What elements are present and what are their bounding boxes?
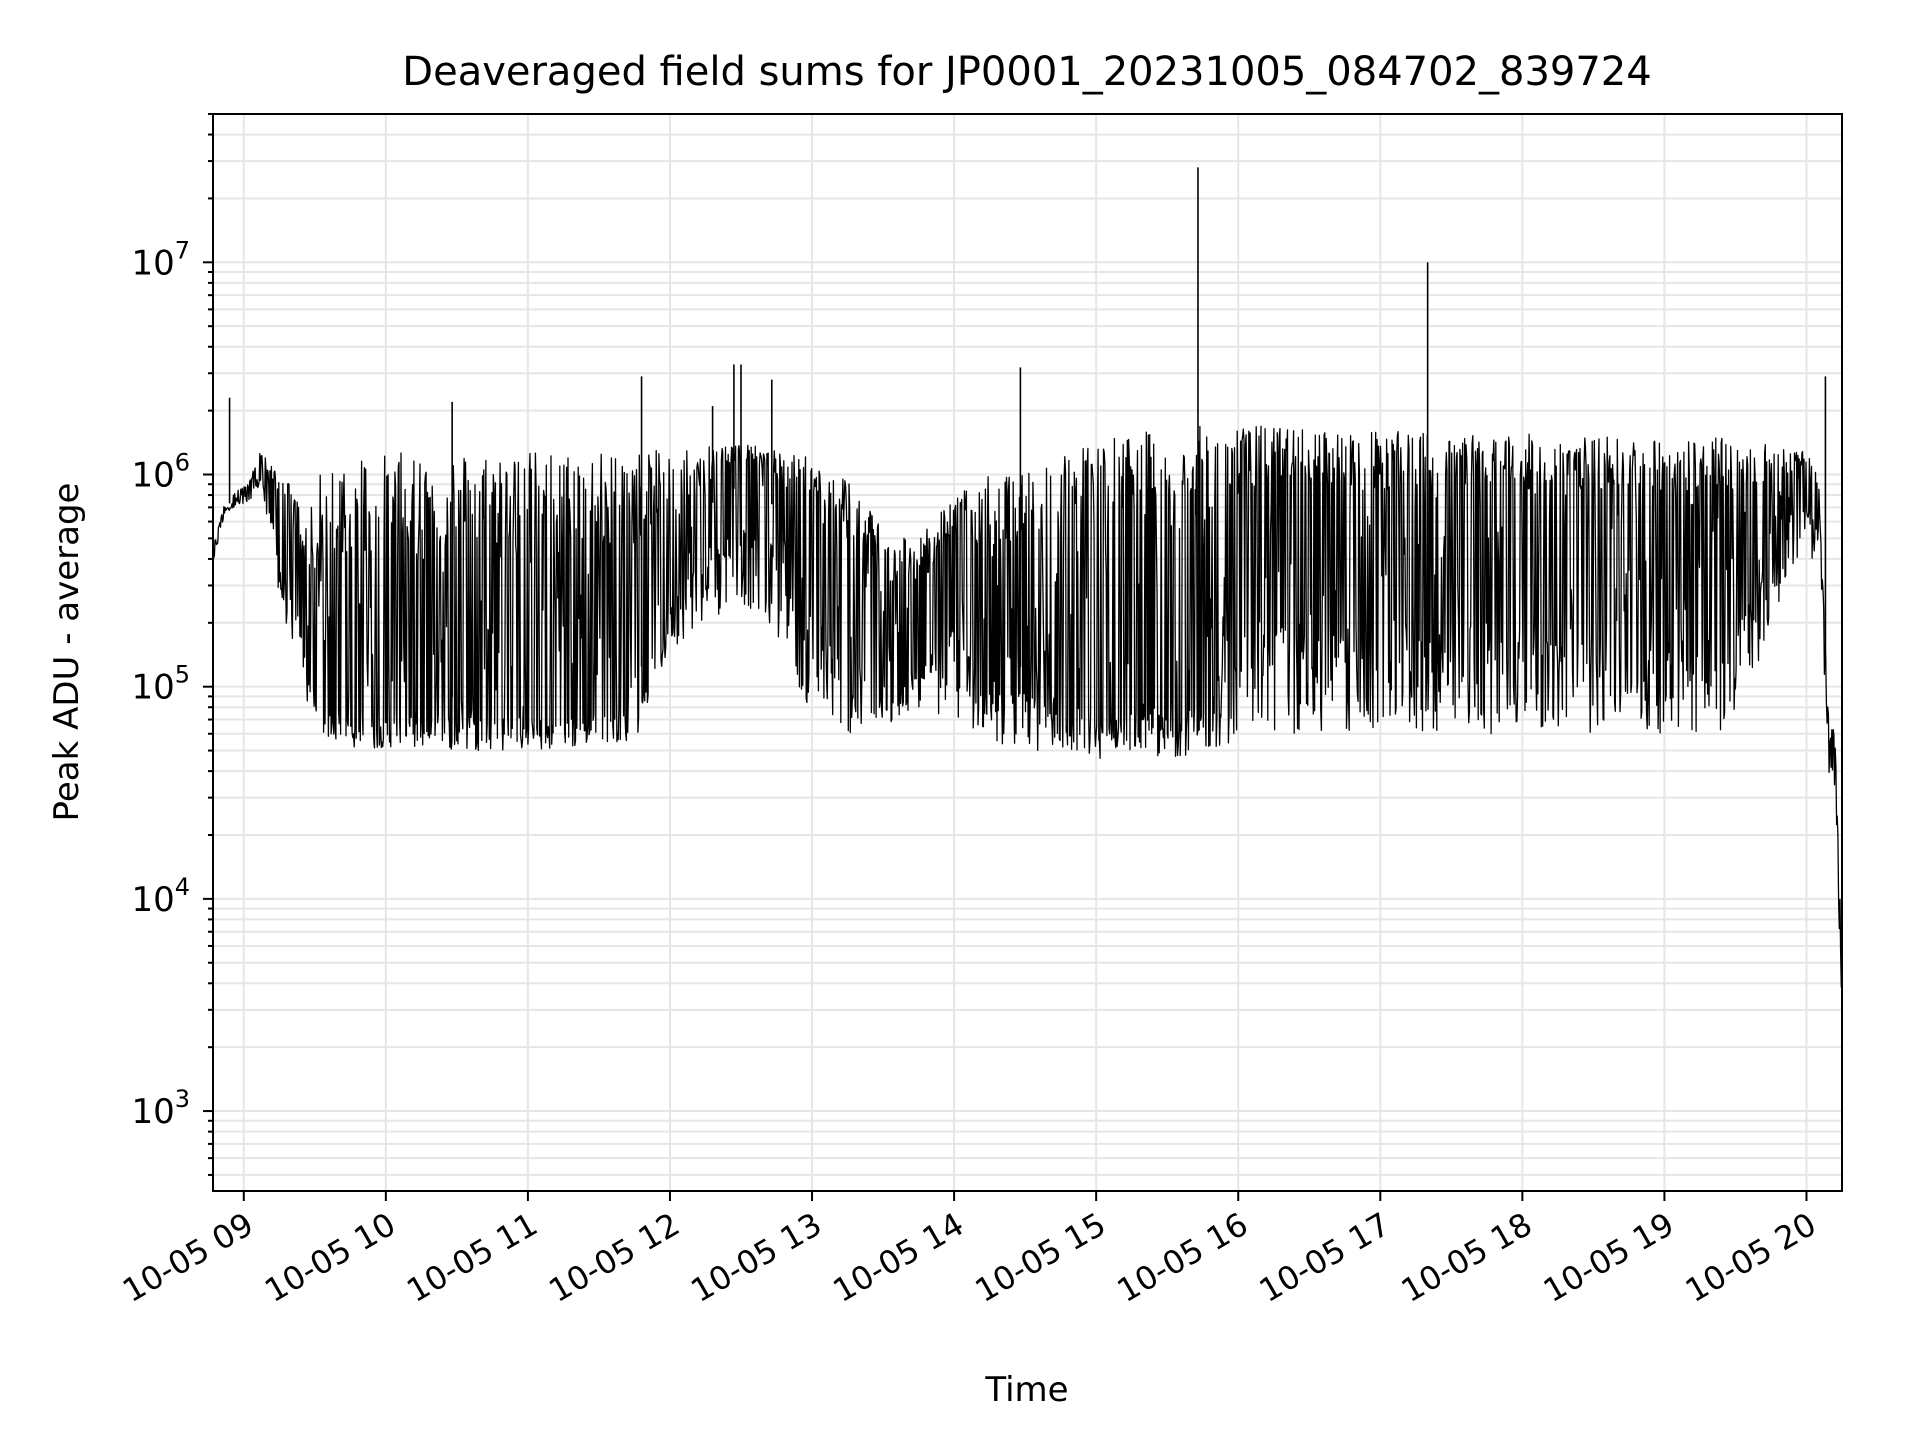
y-tick-label: 106 [131,448,190,495]
series-line [212,425,1843,988]
y-axis: 103 104 105 106 107 [131,113,213,1176]
y-axis-label: Peak ADU - average [47,483,87,822]
gridlines [213,113,1842,1191]
plot-frame [212,113,1843,1192]
y-tick-label: 105 [131,661,190,708]
chart-title: Deaveraged field sums for JP0001_2023100… [402,49,1651,95]
y-tick-label: 107 [131,236,190,283]
x-axis-label: Time [984,1370,1068,1410]
y-tick-label: 104 [131,873,190,920]
series-group [212,167,1843,988]
y-tick-label: 103 [131,1085,190,1132]
